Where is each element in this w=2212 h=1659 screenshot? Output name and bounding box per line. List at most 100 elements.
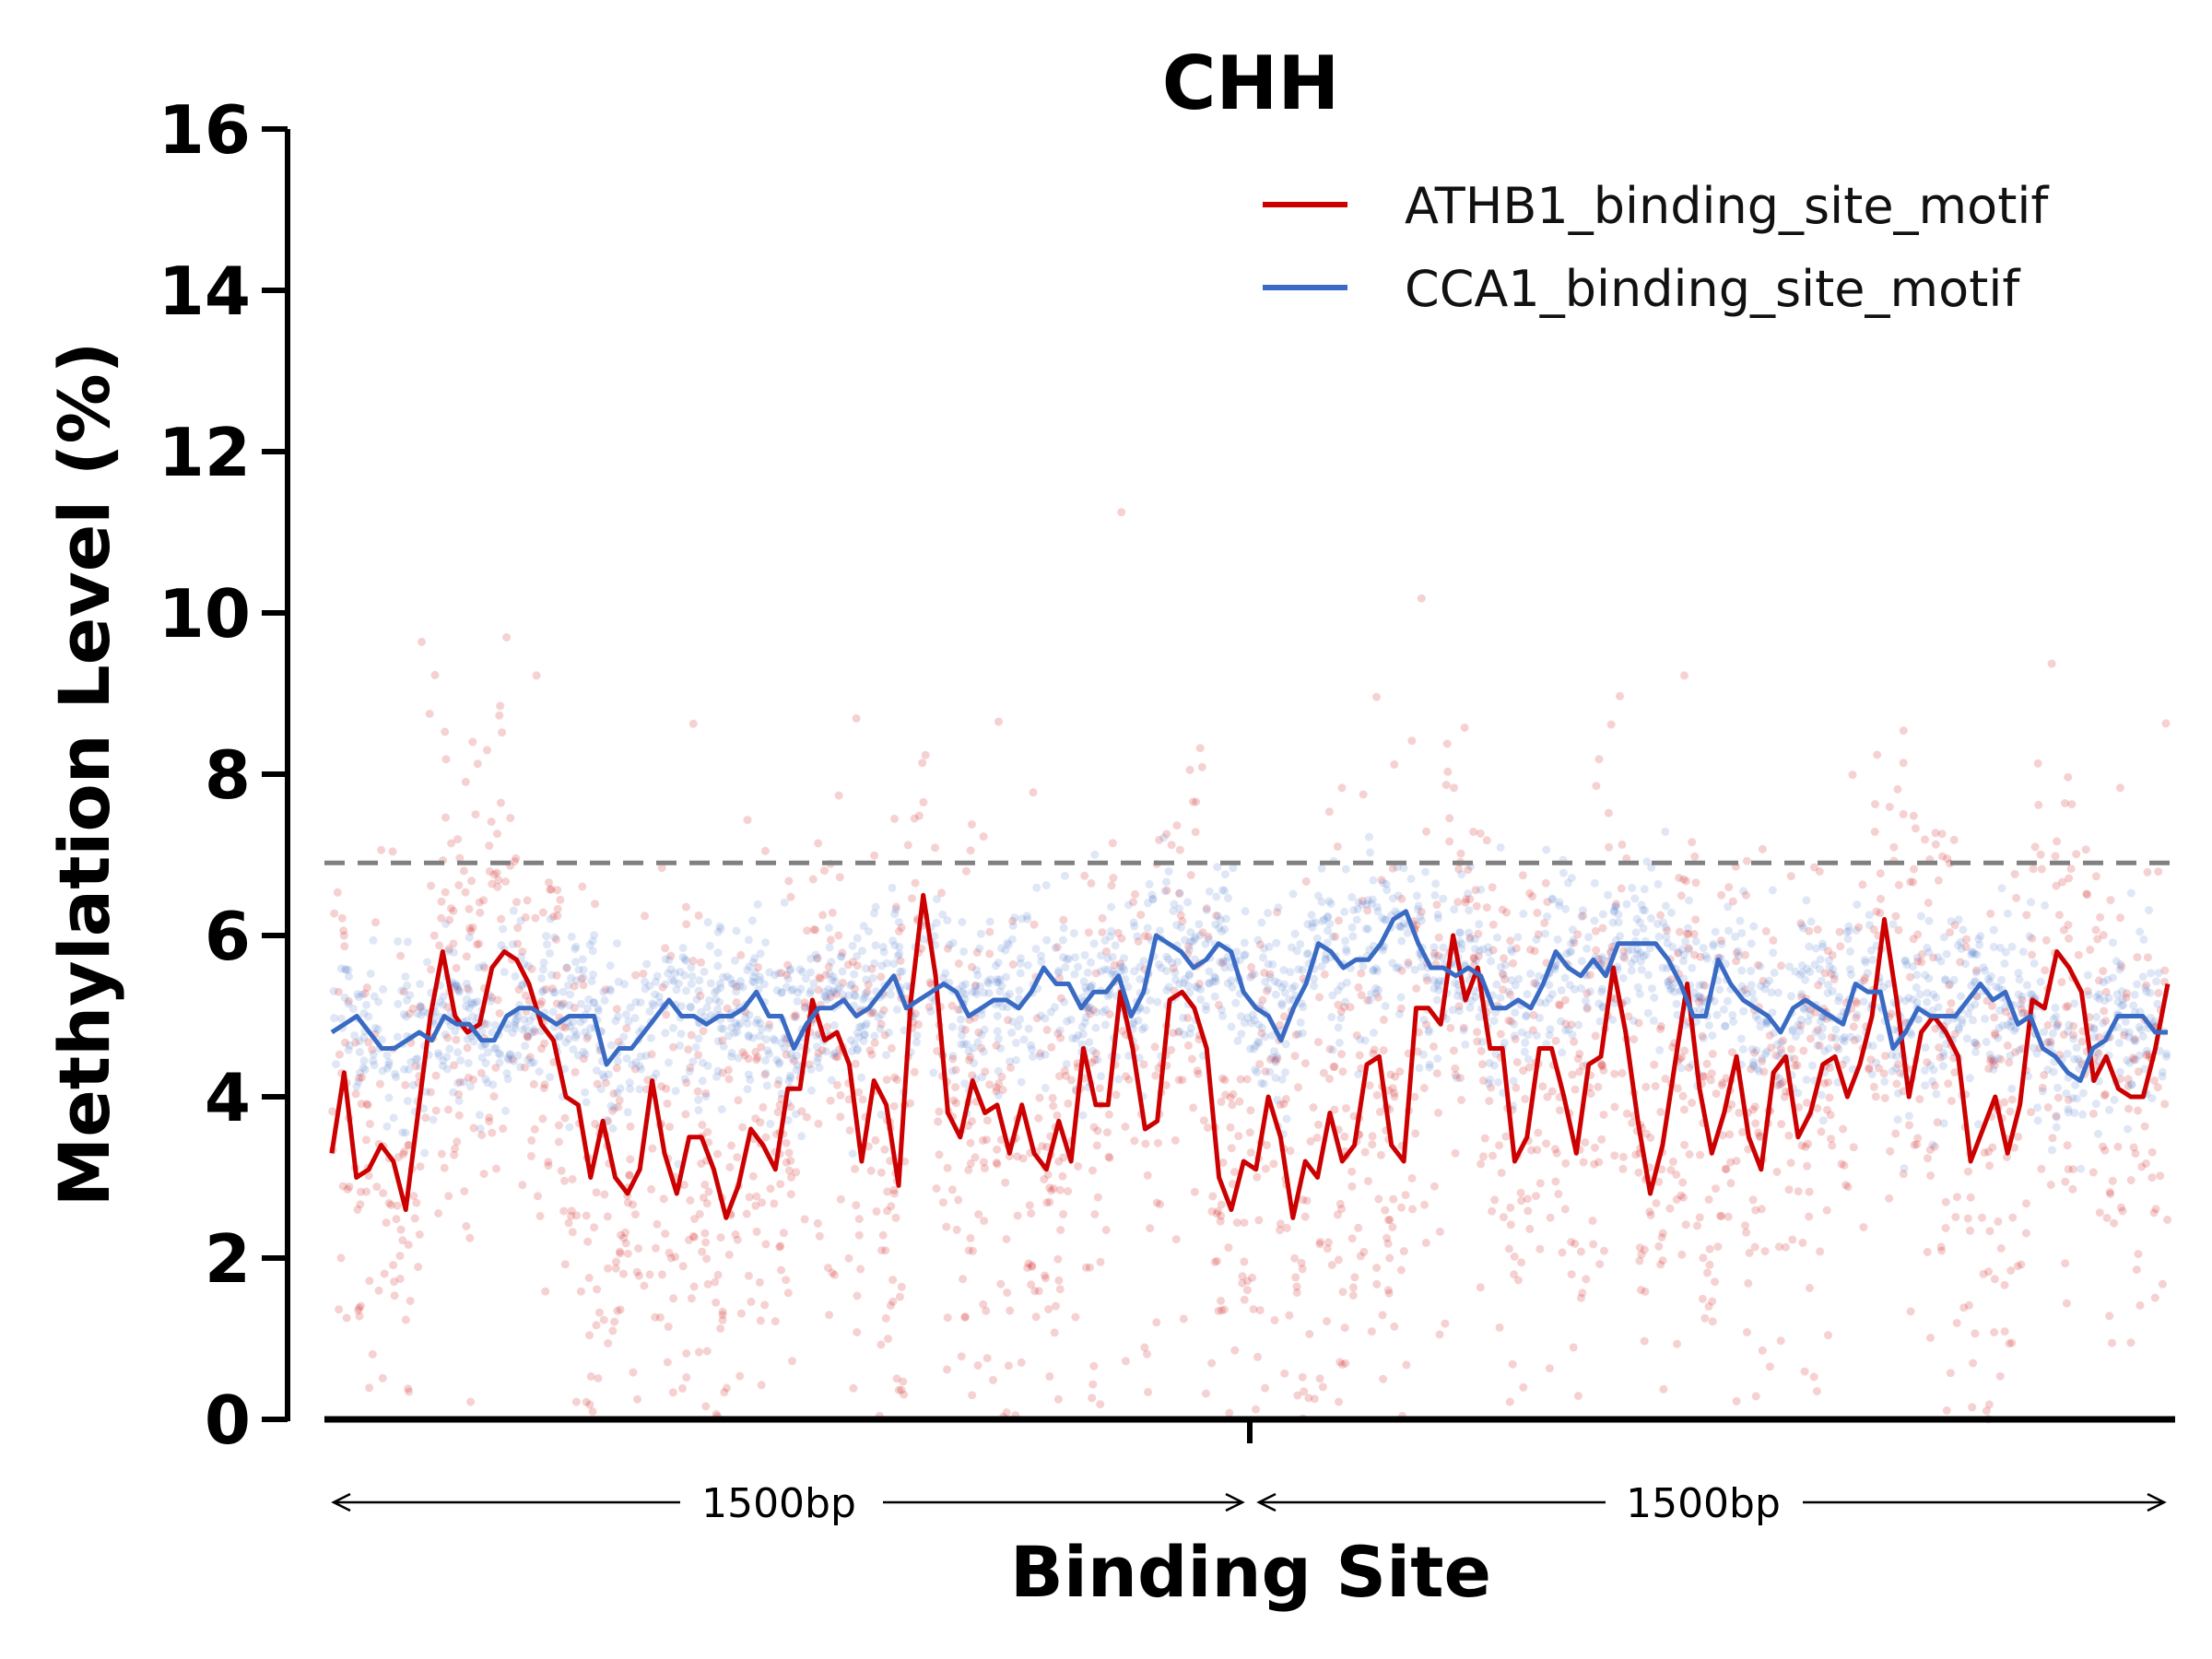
scatter-point bbox=[1023, 960, 1032, 970]
scatter-point bbox=[1983, 974, 1993, 983]
scatter-point bbox=[782, 1276, 791, 1285]
scatter-point bbox=[1394, 1009, 1404, 1018]
scatter-point bbox=[1456, 849, 1465, 858]
scatter-point bbox=[731, 1230, 740, 1239]
scatter-point bbox=[335, 1305, 344, 1314]
scatter-point bbox=[699, 1027, 708, 1036]
scatter-point bbox=[2110, 1218, 2119, 1228]
scatter-point bbox=[546, 1073, 555, 1082]
scatter-point bbox=[1528, 1026, 1537, 1035]
scatter-point bbox=[862, 1019, 871, 1029]
scatter-point bbox=[1938, 1062, 1947, 1071]
scatter-point bbox=[1253, 1037, 1263, 1046]
scatter-point bbox=[1334, 986, 1343, 995]
scatter-point bbox=[1728, 897, 1737, 906]
scatter-point bbox=[665, 1123, 674, 1132]
scatter-point bbox=[1218, 1158, 1228, 1167]
scatter-point bbox=[954, 1005, 963, 1014]
scatter-point bbox=[1666, 908, 1676, 917]
scatter-point bbox=[388, 847, 397, 856]
scatter-point bbox=[1174, 1076, 1183, 1085]
scatter-point bbox=[1737, 982, 1747, 991]
scatter-point bbox=[1538, 1082, 1547, 1091]
scatter-point bbox=[1399, 1247, 1408, 1256]
scatter-point bbox=[1008, 959, 1018, 969]
scatter-point bbox=[602, 1078, 610, 1088]
scatter-point bbox=[454, 881, 464, 889]
scatter-point bbox=[1595, 1260, 1605, 1269]
scatter-point bbox=[759, 1102, 768, 1112]
scatter-point bbox=[758, 1198, 767, 1207]
scatter-point bbox=[632, 1267, 641, 1277]
scatter-point bbox=[816, 974, 825, 983]
scatter-point bbox=[1243, 1277, 1253, 1286]
scatter-point bbox=[1610, 1151, 1619, 1160]
scatter-point bbox=[546, 914, 555, 924]
scatter-point bbox=[1827, 1033, 1836, 1042]
scatter-point bbox=[369, 1056, 378, 1065]
scatter-point bbox=[427, 965, 436, 974]
scatter-point bbox=[1191, 982, 1200, 991]
scatter-point bbox=[1465, 906, 1474, 915]
scatter-point bbox=[453, 982, 463, 991]
scatter-point bbox=[1220, 870, 1230, 879]
scatter-point bbox=[1439, 943, 1448, 952]
scatter-point bbox=[974, 1210, 983, 1219]
scatter-point bbox=[2132, 1265, 2141, 1275]
scatter-point bbox=[1641, 1082, 1651, 1091]
scatter-point bbox=[924, 1003, 934, 1012]
scatter-point bbox=[1281, 1095, 1290, 1103]
scatter-point bbox=[1059, 924, 1068, 933]
scatter-point bbox=[1451, 979, 1460, 988]
scatter-point bbox=[2124, 1075, 2133, 1084]
scatter-point bbox=[1430, 976, 1438, 985]
scatter-point bbox=[700, 1012, 710, 1021]
scatter-point bbox=[1093, 1126, 1102, 1135]
scatter-point bbox=[530, 1027, 539, 1036]
scatter-point bbox=[1016, 954, 1025, 963]
scatter-point bbox=[1218, 957, 1228, 966]
scatter-point bbox=[406, 1057, 416, 1066]
scatter-point bbox=[1577, 912, 1586, 921]
scatter-point bbox=[1644, 971, 1653, 980]
scatter-point bbox=[1347, 1234, 1357, 1243]
scatter-point bbox=[1488, 883, 1497, 892]
scatter-point bbox=[1028, 1263, 1037, 1271]
scatter-point bbox=[1575, 1067, 1584, 1077]
scatter-point bbox=[547, 971, 557, 980]
scatter-point bbox=[592, 1321, 601, 1330]
scatter-point bbox=[1143, 924, 1152, 933]
scatter-point bbox=[1317, 864, 1326, 873]
scatter-point bbox=[2100, 1006, 2109, 1016]
scatter-point bbox=[2013, 1262, 2022, 1271]
scatter-point bbox=[1406, 875, 1416, 883]
scatter-point bbox=[1677, 891, 1686, 900]
scatter-point bbox=[1041, 1274, 1051, 1283]
scatter-point bbox=[467, 877, 477, 886]
scatter-point bbox=[1684, 944, 1693, 953]
scatter-point bbox=[1042, 1142, 1052, 1151]
scatter-point bbox=[376, 1079, 384, 1088]
scatter-point bbox=[1273, 1054, 1282, 1064]
scatter-point bbox=[1175, 1027, 1183, 1036]
scatter-point bbox=[2143, 867, 2152, 877]
scatter-point bbox=[556, 895, 565, 904]
scatter-point bbox=[1340, 907, 1349, 916]
scatter-point bbox=[404, 1384, 413, 1394]
scatter-point bbox=[1136, 911, 1146, 920]
scatter-point bbox=[412, 1198, 421, 1207]
scatter-point bbox=[830, 1048, 840, 1057]
scatter-point bbox=[1765, 1031, 1774, 1040]
scatter-point bbox=[1134, 937, 1143, 946]
scatter-point bbox=[613, 1057, 622, 1065]
scatter-point bbox=[926, 980, 935, 989]
scatter-point bbox=[1089, 939, 1099, 948]
scatter-point bbox=[1190, 935, 1199, 944]
scatter-point bbox=[984, 979, 994, 988]
scatter-point bbox=[1939, 1119, 1948, 1128]
scatter-point bbox=[2068, 1094, 2077, 1102]
scatter-point bbox=[713, 1005, 723, 1014]
scatter-point bbox=[394, 999, 403, 1008]
scatter-point bbox=[2089, 1033, 2099, 1042]
scatter-point bbox=[498, 728, 507, 737]
